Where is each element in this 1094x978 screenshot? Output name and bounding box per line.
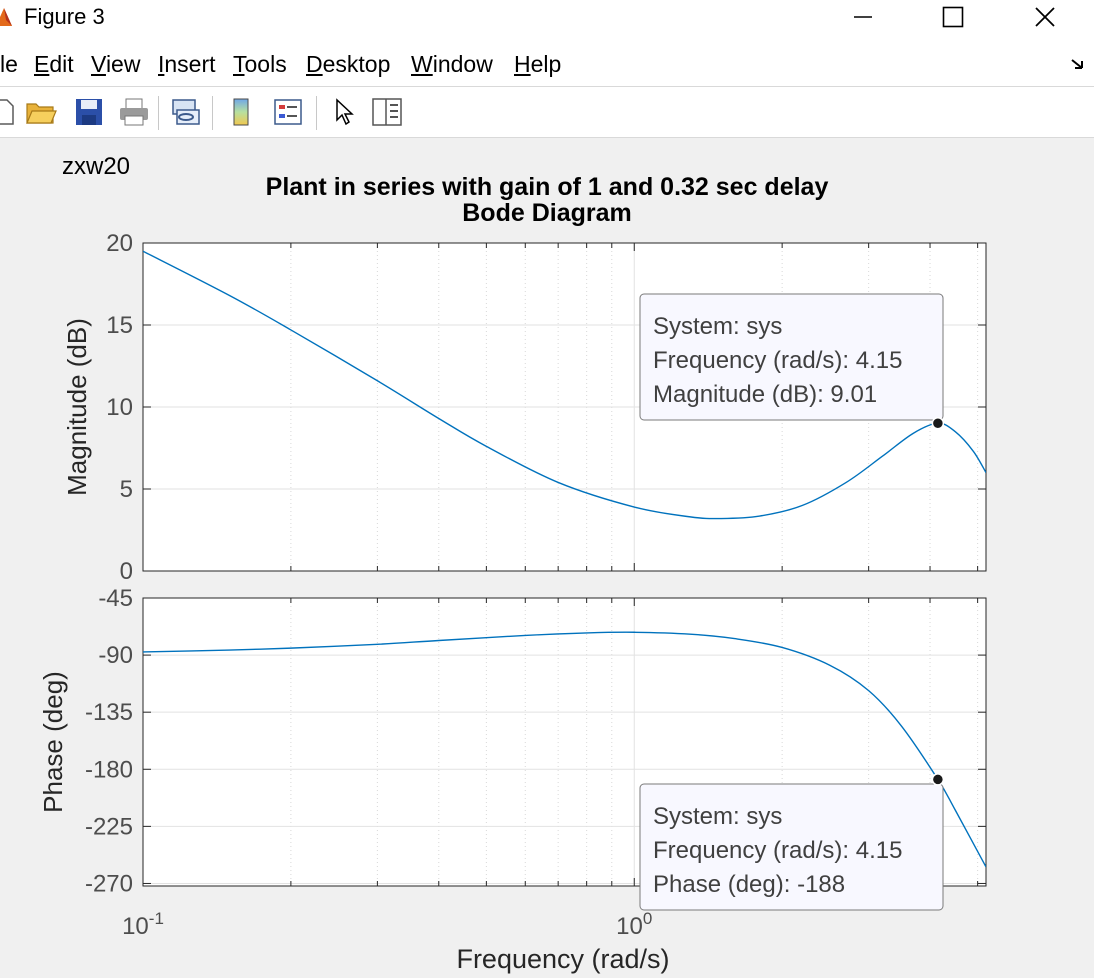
- maximize-icon: [942, 6, 964, 28]
- y-tick-label: 0: [120, 558, 133, 585]
- minimize-button[interactable]: [828, 0, 898, 34]
- close-button[interactable]: [1010, 0, 1080, 34]
- figure-subtitle: Bode Diagram: [462, 199, 632, 227]
- open-icon: [26, 103, 57, 124]
- datatip-text: Magnitude (dB): 9.01: [653, 381, 877, 408]
- figure-label: zxw20: [62, 153, 131, 180]
- colorbar-button[interactable]: [223, 94, 259, 130]
- phase-curve: [143, 631, 986, 868]
- pointer-icon: [336, 98, 354, 126]
- datatip-box: [639, 293, 944, 421]
- datatip[interactable]: System: sys Frequency (rad/s): 4.15 Magnit…: [639, 293, 945, 430]
- datatip-marker: [931, 773, 945, 786]
- toolbar-divider: [0, 137, 1094, 138]
- y-tick-label: -225: [85, 813, 133, 840]
- y-axis-label: Magnitude (dB): [62, 318, 92, 496]
- menu-desktop[interactable]: Desktop: [306, 51, 391, 77]
- x-tick-label: 100: [616, 909, 652, 940]
- link-icon: [172, 99, 200, 125]
- new-figure-button[interactable]: [0, 94, 22, 130]
- datatip-text: Phase (deg): -188: [653, 871, 845, 898]
- open-button[interactable]: [23, 94, 59, 130]
- y-tick-label: 5: [120, 476, 133, 503]
- toolbar-separator: [316, 96, 317, 130]
- menu-file[interactable]: le: [0, 51, 18, 77]
- datatip-text: Frequency (rad/s): 4.15: [653, 347, 902, 374]
- toolbar: [0, 90, 1094, 136]
- datatip-text: System: sys: [653, 313, 782, 340]
- x-axis-label: Frequency (rad/s): [456, 944, 669, 974]
- magnitude-axes: 0 5 10 15 20 Magnitude (dB) System: sys Frequen…: [62, 230, 987, 585]
- toolbar-separator: [158, 96, 159, 130]
- menu-window[interactable]: Window: [411, 51, 493, 77]
- y-tick-label: -90: [98, 642, 133, 669]
- maximize-button[interactable]: [918, 0, 988, 34]
- y-tick-label: -45: [98, 585, 133, 612]
- link-plot-button[interactable]: [168, 94, 204, 130]
- y-tick-label: -270: [85, 870, 133, 897]
- figure-canvas: zxw20 Plant in series with gain of 1 and…: [0, 138, 1094, 978]
- datatip-marker: [931, 416, 945, 430]
- property-editor-icon: [372, 98, 402, 126]
- y-tick-label: -180: [85, 756, 133, 783]
- menu-edit[interactable]: Edit: [34, 51, 74, 77]
- menu-help[interactable]: Help: [514, 51, 562, 77]
- menu-tools[interactable]: Tools: [233, 51, 287, 77]
- legend-icon: [274, 99, 302, 125]
- menu-view[interactable]: View: [91, 51, 141, 77]
- menu-divider: [0, 86, 1094, 87]
- window-title: Figure 3: [24, 4, 105, 29]
- datatip-box: [639, 783, 944, 911]
- legend-button[interactable]: [270, 94, 306, 130]
- matlab-icon: [0, 8, 12, 26]
- y-tick-label: 15: [106, 312, 133, 339]
- edit-plot-button[interactable]: [326, 94, 362, 130]
- new-figure-icon: [0, 99, 14, 125]
- property-editor-button[interactable]: [369, 94, 405, 130]
- axes-box: [142, 242, 987, 572]
- y-tick-label: 20: [106, 230, 133, 257]
- dock-arrow-icon[interactable]: [1070, 56, 1086, 72]
- axes-box: [142, 597, 987, 887]
- save-icon: [76, 99, 102, 125]
- colorbar-icon: [233, 98, 249, 126]
- minimize-icon: [854, 16, 872, 18]
- toolbar-separator: [212, 96, 213, 130]
- y-axis-label: Phase (deg): [38, 671, 68, 813]
- datatip[interactable]: System: sys Frequency (rad/s): 4.15 Phase …: [639, 773, 945, 911]
- y-tick-label: -135: [85, 699, 133, 726]
- x-tick-label: 10-1: [122, 909, 164, 940]
- bode-plot[interactable]: 0 5 10 15 20 Magnitude (dB) System: sys Frequen…: [0, 138, 1094, 978]
- menu-insert[interactable]: Insert: [158, 51, 216, 77]
- print-icon: [120, 98, 148, 126]
- datatip-text: Frequency (rad/s): 4.15: [653, 837, 902, 864]
- print-button[interactable]: [116, 94, 152, 130]
- title-bar: Figure 3: [0, 0, 1094, 36]
- close-icon: [1035, 7, 1055, 27]
- y-tick-label: 10: [106, 394, 133, 421]
- save-button[interactable]: [71, 94, 107, 130]
- datatip-text: System: sys: [653, 803, 782, 830]
- phase-axes: -45 -90 -135 -180 -225 -270 Phase (deg) System:…: [38, 585, 987, 911]
- figure-title: Plant in series with gain of 1 and 0.32 …: [265, 173, 829, 201]
- menu-bar: le Edit View Insert Tools Desktop Window…: [0, 48, 1094, 84]
